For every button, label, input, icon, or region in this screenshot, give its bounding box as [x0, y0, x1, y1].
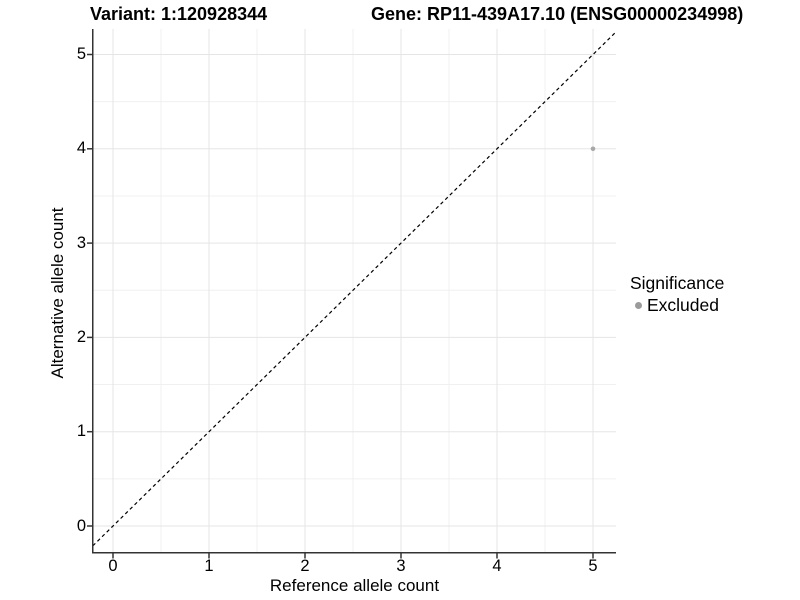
data-point-excluded — [590, 146, 596, 152]
legend-item-excluded: Excluded — [630, 296, 724, 315]
y-tick-label: 4 — [76, 139, 86, 158]
y-tick-label: 1 — [76, 422, 86, 441]
x-tick-label: 4 — [492, 557, 502, 575]
plot-title-variant: Variant: 1:120928344 — [90, 4, 268, 24]
legend-title: Significance — [630, 273, 725, 293]
y-tick-label: 2 — [76, 327, 86, 346]
x-tick-label: 1 — [204, 557, 214, 575]
legend-item-label: Excluded — [647, 295, 719, 315]
x-tick-label: 0 — [108, 557, 118, 575]
x-tick-label: 2 — [300, 557, 310, 575]
x-axis-title: Reference allele count — [269, 576, 440, 595]
legend: Significance Excluded — [630, 274, 724, 315]
legend-key-dot-icon — [635, 302, 642, 309]
identity-line — [92, 31, 616, 547]
y-tick-label: 5 — [76, 45, 86, 63]
y-tick-label: 0 — [76, 516, 86, 535]
x-tick-label: 3 — [396, 557, 406, 575]
x-tick-label: 5 — [588, 557, 598, 575]
plot-title-gene: Gene: RP11-439A17.10 (ENSG00000234998) — [371, 4, 744, 24]
y-tick-label: 3 — [76, 233, 86, 252]
